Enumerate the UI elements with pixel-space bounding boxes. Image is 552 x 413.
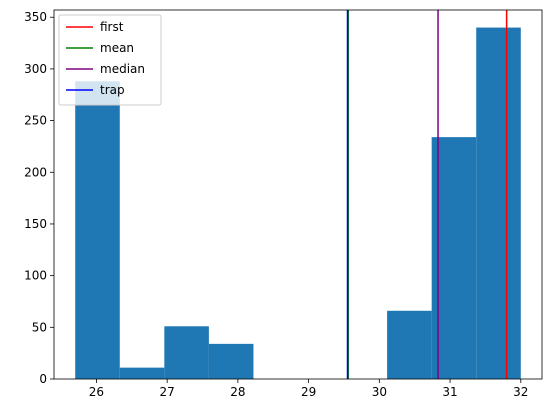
histogram-bar-0 [75,81,120,379]
axes-layer: 26 27 28 29 30 31 32 0 50 100 150 200 250 300 350 [24,9,543,399]
histogram-bar-1 [119,367,165,379]
y-tick-label-0: 0 [39,372,47,386]
bars-layer [75,27,521,379]
histogram-bar-7 [387,310,432,379]
x-tick-label-29: 29 [301,385,316,399]
y-tick-label-150: 150 [24,217,47,231]
y-tick-label-250: 250 [24,114,47,128]
y-tick-label-50: 50 [32,320,47,334]
legend-label-first: first [100,20,124,34]
vertical-lines-layer [346,10,508,379]
histogram-bar-8 [431,137,477,379]
plot-frame [53,9,543,380]
x-tick-label-31: 31 [442,385,457,399]
y-tick-label-350: 350 [24,10,47,24]
histogram-bar-9 [476,27,521,379]
x-tick-label-28: 28 [230,385,245,399]
histogram-bar-3 [208,343,254,379]
x-tick-label-32: 32 [513,385,528,399]
x-tick-label-27: 27 [160,385,175,399]
x-tick-label-26: 26 [89,385,104,399]
legend-label-trap: trap [100,83,125,97]
legend-box [58,14,162,106]
legend-label-mean: mean [100,41,134,55]
legend-label-median: median [100,62,145,76]
legend: first mean median trap [58,14,162,106]
x-tick-label-30: 30 [372,385,387,399]
y-tick-label-100: 100 [24,269,47,283]
y-tick-label-200: 200 [24,165,47,179]
histogram-bar-2 [164,326,209,379]
y-tick-label-300: 300 [24,62,47,76]
